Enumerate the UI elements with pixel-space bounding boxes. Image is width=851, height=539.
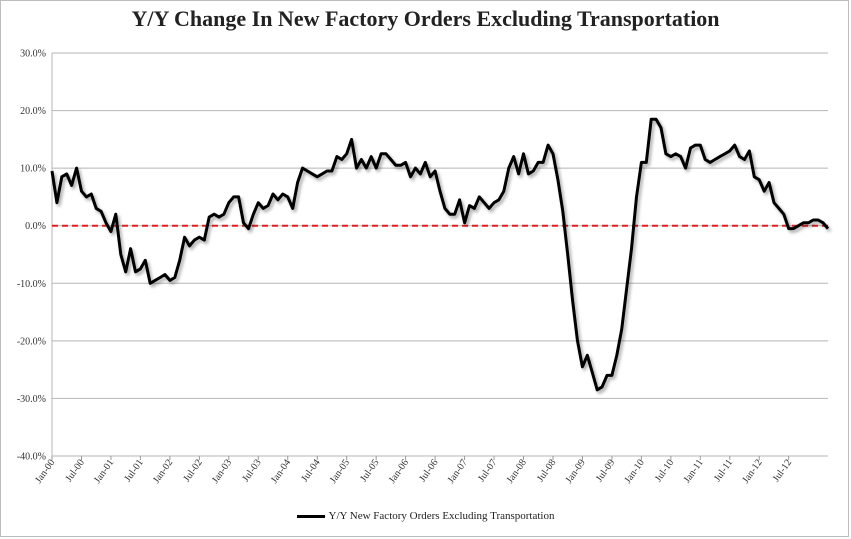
y-tick-label: -20.0%: [17, 336, 46, 347]
x-tick-label: Jan-08: [505, 457, 529, 485]
x-tick-label: Jul-00: [64, 457, 87, 484]
x-tick-label: Jan-01: [92, 457, 116, 485]
x-tick-label: Jul-12: [771, 457, 794, 484]
chart-title: Y/Y Change In New Factory Orders Excludi…: [131, 6, 720, 31]
x-tick-label: Jul-06: [417, 457, 440, 484]
x-tick-label: Jan-10: [623, 457, 647, 485]
y-tick-label: 20.0%: [20, 106, 46, 117]
y-axis-tick-labels: 30.0% 20.0% 10.0% 0.0% -10.0% -20.0% -30.0% -40…: [17, 49, 46, 463]
y-tick-label: 30.0%: [20, 49, 46, 60]
x-tick-label: Jan-06: [387, 457, 411, 485]
x-tick-label: Jan-07: [446, 457, 470, 485]
x-tick-label: Jan-12: [740, 457, 764, 485]
y-tick-label: 0.0%: [25, 221, 46, 232]
series-line: [50, 117, 830, 392]
x-tick-label: Jan-04: [269, 457, 293, 485]
y-tick-label: -30.0%: [17, 394, 46, 405]
x-tick-label: Jan-09: [564, 457, 588, 485]
x-tick-label: Jan-05: [328, 457, 352, 485]
y-tick-label: -40.0%: [17, 452, 46, 463]
y-tick-label: 10.0%: [20, 164, 46, 175]
x-tick-label: Jan-03: [210, 457, 234, 485]
x-axis-tick-labels: Jan-00 Jul-00 Jan-01 Jul-01 Jan-02 Jul-02 Jan-…: [33, 456, 794, 486]
x-tick-label: Jul-08: [535, 457, 558, 484]
legend: Y/Y New Factory Orders Excluding Transpo…: [0, 510, 851, 522]
y-tick-label: -10.0%: [17, 279, 46, 290]
x-tick-label: Jan-11: [682, 457, 706, 485]
x-tick-label: Jul-04: [299, 457, 322, 484]
x-tick-label: Jul-02: [181, 457, 204, 484]
gridlines: [51, 52, 828, 457]
legend-swatch: [296, 514, 325, 518]
x-tick-label: Jul-09: [594, 457, 617, 484]
legend-label: Y/Y New Factory Orders Excluding Transpo…: [328, 510, 555, 522]
x-tick-label: Jul-07: [476, 457, 499, 484]
x-tick-label: Jan-02: [151, 457, 175, 485]
x-tick-label: Jul-01: [123, 457, 146, 484]
x-tick-label: Jul-05: [358, 457, 381, 484]
x-tick-label: Jul-11: [712, 457, 735, 483]
x-tick-label: Jul-03: [240, 457, 263, 484]
x-tick-label: Jul-10: [653, 457, 676, 484]
